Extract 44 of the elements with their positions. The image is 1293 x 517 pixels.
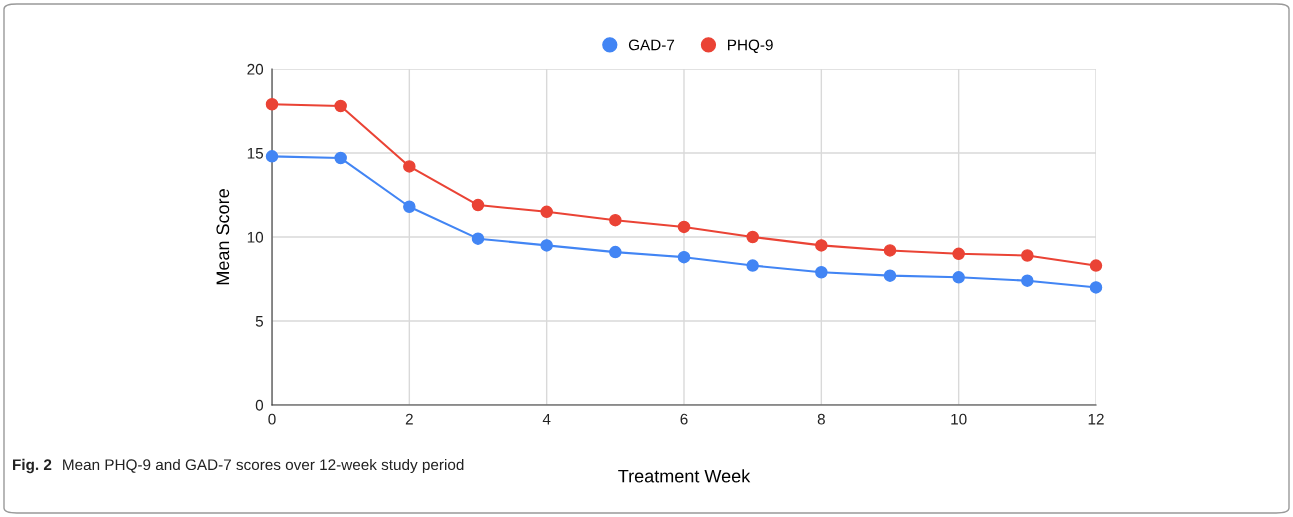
point [952, 271, 965, 284]
point [883, 244, 897, 257]
x-tick-label: 8 [817, 413, 825, 425]
point [403, 200, 416, 214]
point [677, 220, 691, 234]
point [609, 245, 622, 259]
point [471, 232, 485, 245]
point [540, 239, 553, 252]
text: Mean PHQ-9 and GAD-7 scores over 12-week study period [63, 458, 464, 474]
point [677, 250, 691, 264]
point [746, 230, 759, 244]
y-tick-label: 5 [255, 316, 264, 327]
point [540, 205, 553, 219]
point [1089, 259, 1103, 272]
x-tick-label: 0 [268, 413, 276, 425]
caption: Fig. 2 [13, 458, 52, 474]
y-tick-label: 20 [247, 63, 264, 75]
x-tick-label: 12 [1088, 413, 1104, 425]
point [265, 98, 279, 111]
point [746, 259, 759, 272]
point [265, 150, 279, 163]
x-tick-label: 4 [542, 413, 551, 425]
y-tick-label: 10 [247, 231, 264, 243]
point [815, 239, 828, 252]
y-axis-title: Mean Score [216, 189, 230, 285]
y-tick-label: 0 [255, 399, 264, 411]
point [952, 247, 965, 261]
point [334, 99, 347, 113]
x-tick-label: 6 [680, 413, 688, 425]
point [883, 269, 897, 282]
point [334, 151, 347, 165]
point [815, 266, 828, 279]
y-tick-label: 15 [247, 148, 264, 159]
point [1021, 274, 1034, 287]
point [471, 198, 485, 212]
point [1089, 281, 1103, 294]
point [609, 213, 622, 227]
x-axis-title: Treatment Week [618, 469, 751, 483]
point [1021, 249, 1034, 262]
legend-label: PHQ-9 [728, 39, 773, 54]
point [403, 160, 416, 173]
legend-label: GAD-7 [628, 39, 675, 51]
x-tick-label: 2 [405, 413, 413, 425]
x-tick-label: 10 [951, 413, 967, 425]
